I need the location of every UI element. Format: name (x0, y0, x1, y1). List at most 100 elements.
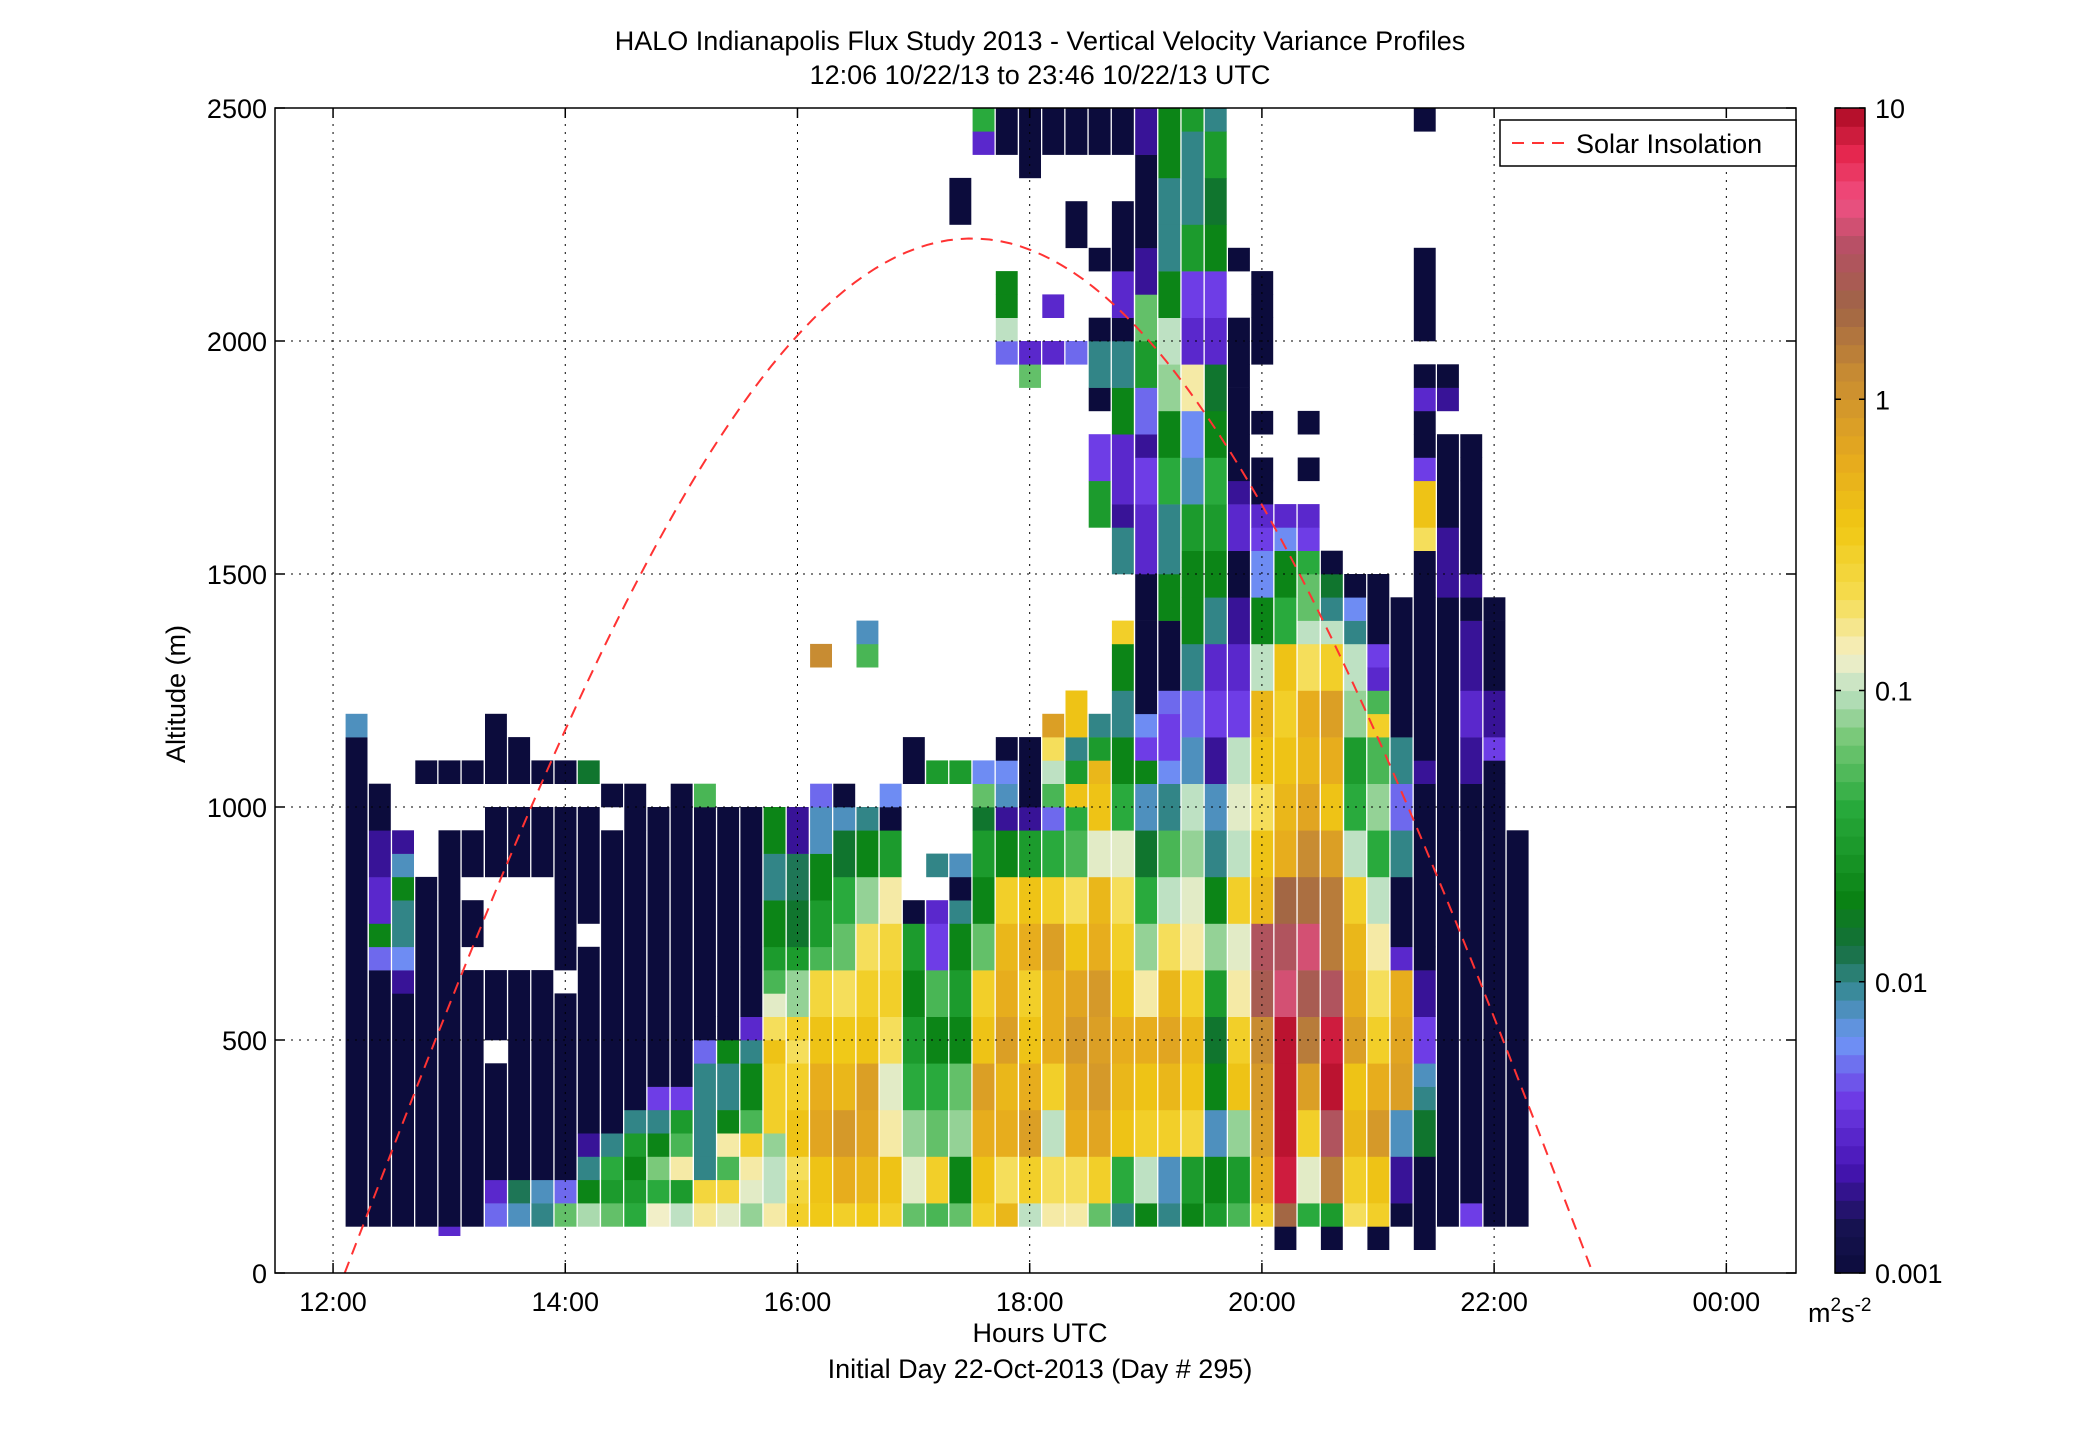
colorbar-step (1835, 217, 1865, 236)
colorbar-step (1835, 1163, 1865, 1183)
heatmap-cell (1158, 1109, 1181, 1157)
heatmap-cell (1042, 1109, 1065, 1157)
heatmap-cell (972, 1109, 995, 1157)
heatmap-cell (1088, 830, 1111, 878)
heatmap-cell (694, 1156, 716, 1181)
heatmap-cell (1042, 1016, 1065, 1064)
heatmap-cell (1460, 620, 1483, 691)
heatmap-cell (1065, 1156, 1088, 1204)
heatmap-cell (1158, 1016, 1181, 1064)
heatmap-cell (1274, 1016, 1297, 1064)
heatmap-cell (1228, 597, 1250, 645)
heatmap-cell (1135, 1016, 1158, 1064)
heatmap-cell (926, 900, 949, 924)
colorbar-step (1835, 908, 1865, 928)
legend: Solar Insolation (1499, 119, 1797, 167)
colorbar-step (1835, 563, 1865, 582)
heatmap-cell (554, 1063, 577, 1181)
heatmap-cell (1181, 923, 1204, 971)
heatmap-cell (972, 760, 995, 784)
heatmap-cell (485, 1063, 507, 1181)
heatmap-cell (1413, 410, 1436, 435)
heatmap-cell (601, 1203, 623, 1227)
heatmap-cell (1251, 737, 1274, 784)
heatmap-cell (392, 993, 414, 1227)
heatmap-cell (972, 108, 995, 132)
heatmap-cell (1413, 1109, 1436, 1157)
heatmap-cell (670, 1203, 693, 1227)
heatmap-cell (1413, 760, 1436, 784)
heatmap-cell (1344, 1203, 1367, 1227)
heatmap-cell (1204, 457, 1227, 505)
heatmap-cell (1413, 387, 1436, 412)
heatmap-cell (1111, 108, 1134, 155)
heatmap-cell (392, 900, 414, 948)
heatmap-cell (1228, 1016, 1250, 1064)
heatmap-cell (1344, 597, 1367, 621)
heatmap-cell (508, 1040, 531, 1181)
heatmap-cell (1460, 783, 1483, 831)
colorbar-step (1835, 617, 1865, 637)
heatmap-cell (1274, 550, 1297, 598)
colorbar-step (1835, 726, 1865, 746)
heatmap-cell (763, 1203, 786, 1227)
heatmap-cell (1065, 923, 1088, 971)
heatmap-cell (1274, 643, 1297, 691)
heatmap-cell (1158, 1063, 1181, 1111)
heatmap-cell (601, 1133, 623, 1157)
heatmap-cell (1274, 1156, 1297, 1204)
heatmap-cell (1390, 946, 1413, 971)
heatmap-cell (1390, 1016, 1413, 1064)
heatmap-cell (833, 970, 856, 1017)
heatmap-cell (1158, 713, 1181, 761)
heatmap-cell (717, 1203, 740, 1227)
heatmap-cell (624, 1156, 647, 1181)
heatmap-cell (1251, 1063, 1274, 1111)
heatmap-cell (461, 760, 484, 784)
heatmap-cell (531, 1040, 554, 1181)
heatmap-cell (1065, 201, 1088, 249)
heatmap-cell (1390, 1109, 1413, 1157)
heatmap-cell (1413, 713, 1436, 761)
heatmap-cell (902, 1016, 925, 1064)
heatmap-cell (1065, 737, 1088, 761)
colorbar-tick-label: 1 (1875, 385, 1890, 415)
heatmap-cell (1042, 783, 1065, 808)
colorbar-gradient (1835, 108, 1865, 1274)
colorbar-step (1835, 1236, 1865, 1256)
colorbar-step (1835, 144, 1865, 164)
heatmap-cell (1204, 1109, 1227, 1157)
colorbar-step (1835, 1000, 1865, 1019)
heatmap-cell (810, 1016, 832, 1064)
heatmap-cell (1204, 131, 1227, 179)
heatmap-cell (1413, 946, 1436, 971)
heatmap-cell (1204, 597, 1227, 645)
heatmap-cell (1413, 783, 1436, 948)
heatmap-cell (1111, 783, 1134, 831)
heatmap-cell (1274, 690, 1297, 738)
heatmap-cell (1506, 830, 1529, 1227)
heatmap-cell (972, 1016, 995, 1064)
heatmap-cell (1344, 1063, 1367, 1111)
heatmap-cell (786, 970, 809, 1017)
heatmap-cell (926, 1063, 949, 1111)
heatmap-cell (1437, 527, 1459, 551)
heatmap-cell (763, 853, 786, 901)
y-tick-label: 500 (222, 1026, 267, 1056)
heatmap-cell (763, 993, 786, 1017)
heatmap-cell (763, 946, 786, 971)
heatmap-cell (577, 1203, 600, 1227)
colorbar-step (1835, 308, 1865, 327)
heatmap-cell (1181, 1016, 1204, 1064)
heatmap-cell (1042, 1203, 1065, 1227)
heatmap-cell (531, 970, 554, 1041)
heatmap-cell (1320, 1109, 1343, 1157)
heatmap-cell (577, 807, 600, 924)
heatmap-cell (1228, 504, 1250, 551)
heatmap-cell (1390, 876, 1413, 948)
heatmap-cell (810, 1156, 832, 1204)
heatmap-cell (1181, 783, 1204, 831)
heatmap-cell (1042, 713, 1065, 738)
heatmap-cell (1251, 410, 1274, 435)
